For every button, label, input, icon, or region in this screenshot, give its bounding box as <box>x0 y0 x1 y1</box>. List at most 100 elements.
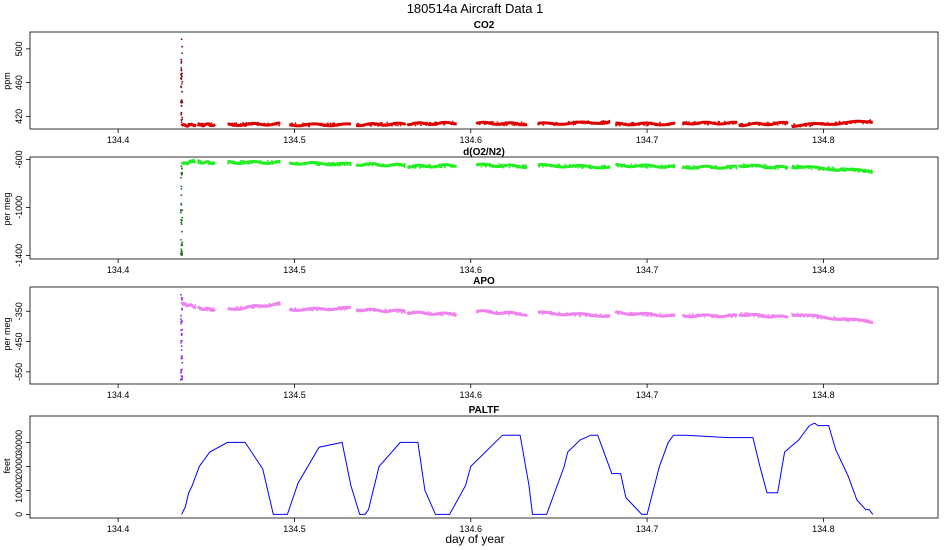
apo-segment <box>288 305 352 312</box>
o2n2-data-point <box>339 161 342 164</box>
apo-data-point <box>806 315 809 317</box>
apo-data-point <box>709 313 711 316</box>
apo-data-point <box>454 315 457 317</box>
o2n2-data-point <box>271 159 273 162</box>
apo-data-point <box>770 316 773 318</box>
co2-data-point <box>642 124 645 126</box>
apo-spike-point <box>180 355 183 358</box>
apo-data-point <box>772 313 774 316</box>
co2-data-point <box>303 122 306 125</box>
co2-data-point <box>518 123 521 126</box>
co2-data-point <box>776 124 779 126</box>
co2-segment <box>791 119 874 129</box>
co2-data-point <box>768 124 770 127</box>
co2-ticks: 134.4 134.5 134.6 134.7 134.8 420 460 500 <box>14 41 835 145</box>
o2n2-data-point <box>330 162 333 165</box>
apo-data-point <box>515 311 518 314</box>
apo-data-point <box>230 308 233 311</box>
apo-spike-point <box>181 357 184 360</box>
o2n2-data-point <box>248 162 251 165</box>
co2-data-point <box>629 122 632 125</box>
apo-data-point <box>811 316 814 319</box>
apo-data-point <box>671 313 674 316</box>
co2-data-point <box>829 123 832 125</box>
o2n2-data-point <box>585 164 588 167</box>
co2-data-point <box>329 125 332 127</box>
apo-data-point <box>426 312 428 314</box>
o2n2-data-point <box>864 168 867 171</box>
co2-data-point <box>480 121 483 124</box>
apo-spike-point <box>180 349 183 351</box>
co2-data-point <box>618 124 621 127</box>
co2-data-point <box>511 123 514 126</box>
o2n2-data-point <box>192 161 195 164</box>
apo-data-point <box>453 311 456 314</box>
apo-data-point <box>599 313 602 315</box>
co2-data-point <box>238 124 241 127</box>
co2-data-point <box>257 121 260 124</box>
apo-data-point <box>614 311 617 314</box>
o2n2-data-point <box>538 166 540 168</box>
apo-data-point <box>185 304 187 307</box>
apo-data-point <box>651 313 654 316</box>
co2-data-point <box>432 124 435 126</box>
o2n2-data-point <box>183 163 186 165</box>
apo-data-point <box>379 310 382 312</box>
co2-data-point <box>758 124 760 127</box>
o2n2-data-point <box>828 168 831 171</box>
apo-data-point <box>858 320 860 323</box>
o2n2-data-point <box>577 165 579 168</box>
apo-data-point <box>388 310 391 313</box>
co2-data-point <box>842 120 845 123</box>
o2n2-data-point <box>212 160 215 163</box>
co2-data-point <box>188 123 191 126</box>
apo-data-point <box>441 314 444 317</box>
apo-data-point <box>627 313 629 316</box>
o2n2-data-point <box>841 167 844 170</box>
apo-y-tick-label: -550 <box>14 363 24 381</box>
co2-data-point <box>603 122 606 125</box>
apo-data-point <box>761 313 764 316</box>
apo-data-point <box>420 310 423 313</box>
o2n2-data-point <box>786 165 788 168</box>
co2-data-point <box>702 121 704 124</box>
o2n2-data-point <box>564 163 567 166</box>
apo-data-point <box>401 311 404 314</box>
co2-data-point <box>275 121 278 124</box>
apo-data-point <box>718 314 721 317</box>
o2n2-data-point <box>276 160 278 163</box>
co2-data-point <box>817 123 820 126</box>
apo-data-point <box>312 307 315 309</box>
co2-data-point <box>862 122 864 125</box>
co2-data-point <box>428 124 431 127</box>
o2n2-y-tick-label: -1000 <box>14 196 24 219</box>
co2-segment <box>682 120 738 126</box>
o2n2-x-tick-label: 134.6 <box>460 265 483 275</box>
co2-data-point <box>308 122 310 125</box>
co2-data-point <box>572 123 575 126</box>
apo-y-axis-label: per meg <box>2 317 12 350</box>
co2-data-point <box>648 122 651 125</box>
co2-data-point <box>435 124 437 126</box>
o2n2-data-point <box>673 166 675 169</box>
apo-data-point <box>866 319 869 321</box>
co2-data-point <box>856 120 859 122</box>
apo-data-point <box>686 316 689 318</box>
o2n2-data-point <box>681 167 684 170</box>
o2n2-data-point <box>798 164 800 167</box>
o2n2-data-point <box>271 163 274 166</box>
apo-data-point <box>290 307 293 310</box>
o2n2-panel: d(O2/N2) per meg 134.4 134.5 134.6 134.7 134… <box>2 147 939 275</box>
o2n2-data-point <box>569 163 571 166</box>
apo-data-point <box>539 311 541 314</box>
o2n2-data-point <box>740 165 742 167</box>
apo-data-point <box>508 313 510 316</box>
apo-data-point <box>358 310 361 312</box>
o2n2-segment <box>407 162 457 169</box>
apo-data-point <box>571 312 574 314</box>
o2n2-data-point <box>667 165 670 167</box>
co2-data-point <box>810 122 813 125</box>
apo-data-point <box>406 312 409 314</box>
co2-data-point <box>811 124 814 127</box>
apo-data-point <box>795 314 797 317</box>
